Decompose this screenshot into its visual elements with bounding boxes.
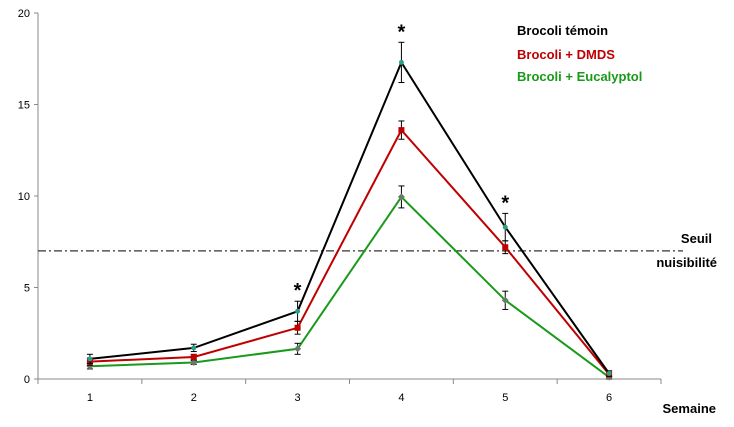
x-tick-label: 1 (87, 392, 93, 404)
series-line (89, 60, 610, 375)
legend-label-dmds: Brocoli + DMDS (517, 47, 615, 62)
threshold-label-line2: nuisibilité (656, 255, 717, 270)
data-point (502, 244, 509, 251)
data-point (502, 224, 508, 230)
data-point (606, 371, 612, 377)
axes: 0 5 10 15 20 1 2 3 4 5 6 (18, 8, 662, 404)
x-tick-label: 6 (606, 392, 612, 404)
y-tick-label: 20 (18, 8, 30, 20)
data-point (87, 356, 93, 362)
annotations: * * * (294, 21, 510, 302)
data-point (190, 354, 197, 361)
threshold-label-line1: Seuil (681, 231, 712, 246)
legend: Brocoli témoin Brocoli + DMDS Brocoli + … (517, 23, 642, 84)
series-line (89, 195, 610, 379)
x-tick-label: 4 (398, 392, 404, 404)
legend-label-temoin: Brocoli témoin (517, 23, 608, 38)
data-point (190, 359, 198, 367)
y-tick-label: 10 (18, 191, 30, 203)
data-point (295, 308, 301, 314)
x-tick-label: 5 (502, 392, 508, 404)
data-point (191, 345, 197, 351)
significance-star: * (294, 280, 302, 302)
data-point (294, 324, 301, 331)
data-point (398, 127, 405, 134)
x-tick-label: 3 (295, 392, 301, 404)
x-axis-title: Semaine (663, 401, 716, 416)
significance-star: * (501, 192, 509, 214)
series-group (86, 41, 613, 381)
y-tick-label: 15 (18, 100, 30, 112)
data-point (501, 296, 509, 304)
y-tick-label: 5 (24, 283, 30, 295)
legend-label-eucalyptol: Brocoli + Eucalyptol (517, 69, 642, 84)
series-line (89, 128, 610, 376)
data-point (294, 345, 302, 353)
y-tick-label: 0 (24, 374, 30, 386)
significance-star: * (398, 21, 406, 43)
data-point (397, 193, 405, 201)
data-point (398, 59, 404, 65)
x-tick-label: 2 (191, 392, 197, 404)
